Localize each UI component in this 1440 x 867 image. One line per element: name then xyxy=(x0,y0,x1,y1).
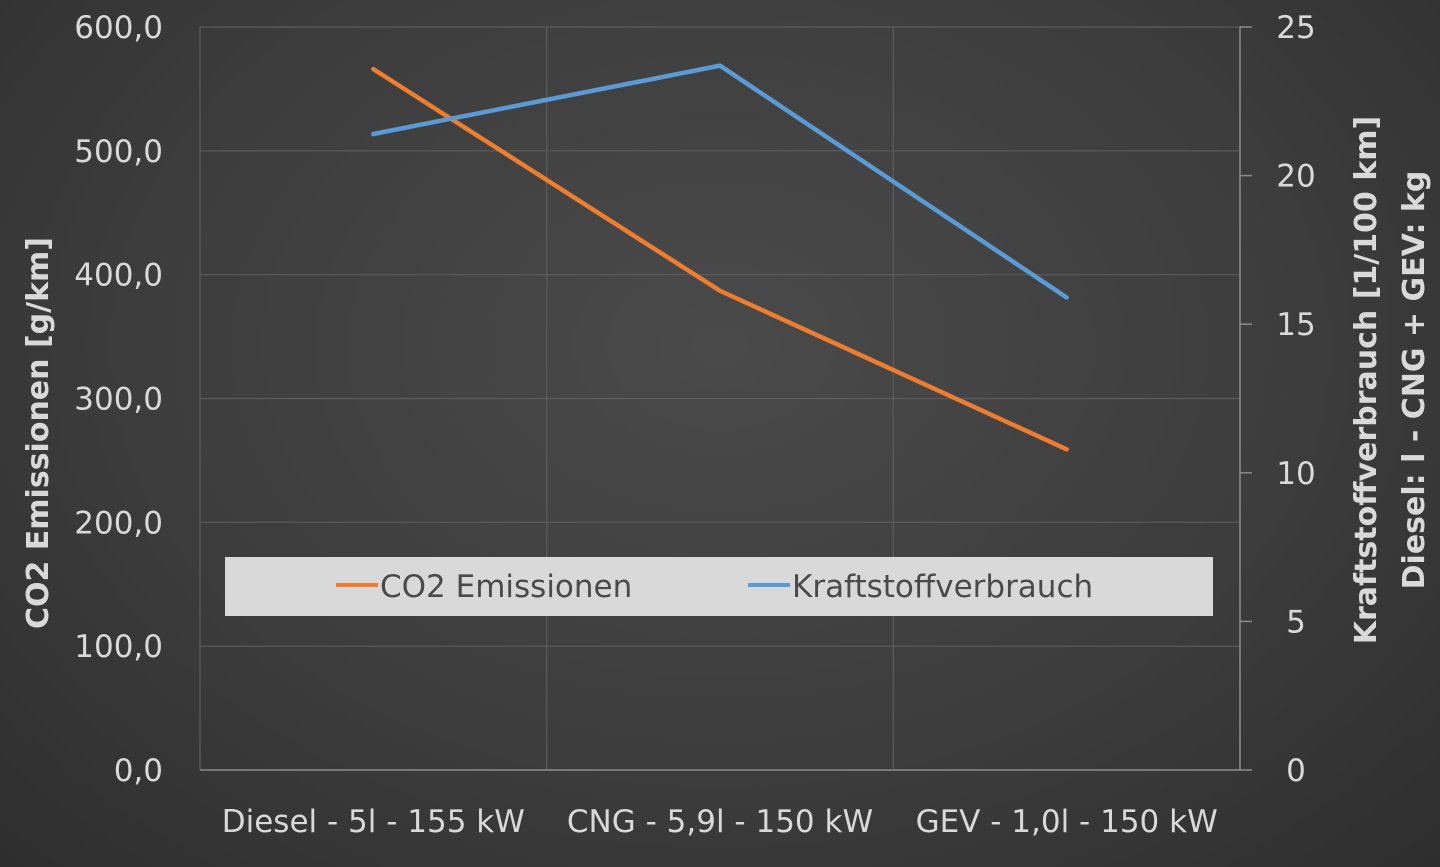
y-tick-label: 300,0 xyxy=(74,382,163,418)
y2-tick-label: 0 xyxy=(1286,753,1306,789)
right-axis-ticks: 0 5 10 15 20 25 xyxy=(1240,10,1316,789)
x-tick-label: GEV - 1,0l - 150 kW xyxy=(916,804,1218,840)
data-point xyxy=(371,131,376,136)
y-axis-title: CO2 Emissionen [g/km] xyxy=(21,237,56,629)
left-axis-ticks: 0,0 100,0 200,0 300,0 400,0 500,0 600,0 xyxy=(74,10,163,789)
y-tick-label: 500,0 xyxy=(74,134,163,170)
y-tick-label: 600,0 xyxy=(74,10,163,46)
gridlines xyxy=(199,26,1241,771)
legend-box xyxy=(225,557,1213,616)
data-point xyxy=(371,67,376,72)
y2-tick-label: 10 xyxy=(1276,456,1315,492)
axes xyxy=(200,27,1241,771)
x-axis-ticks: Diesel - 5l - 155 kW CNG - 5,9l - 150 kW G… xyxy=(222,804,1218,840)
data-point xyxy=(1064,295,1069,300)
series-line-fuel xyxy=(371,63,1069,300)
legend: CO2 Emissionen Kraftstoffverbrauch xyxy=(225,557,1213,616)
y2-tick-label: 5 xyxy=(1286,604,1306,640)
y2-axis-title-line2: Diesel: l - CNG + GEV: kg xyxy=(1397,171,1432,590)
y-tick-label: 0,0 xyxy=(114,753,163,789)
y2-tick-label: 20 xyxy=(1276,159,1315,195)
y2-tick-label: 25 xyxy=(1276,10,1315,46)
y-tick-label: 100,0 xyxy=(74,629,163,665)
y2-axis-title-line1: Kraftstoffverbrauch [1/100 km] xyxy=(1349,116,1384,644)
series-line-co2 xyxy=(371,66,1069,452)
legend-label-fuel: Kraftstoffverbrauch xyxy=(792,569,1093,605)
y2-tick-label: 15 xyxy=(1276,307,1315,343)
series-lines xyxy=(371,63,1069,452)
x-tick-label: Diesel - 5l - 155 kW xyxy=(222,804,525,840)
data-point xyxy=(718,288,722,293)
data-point xyxy=(1064,447,1069,452)
legend-label-co2: CO2 Emissionen xyxy=(380,569,632,605)
x-tick-label: CNG - 5,9l - 150 kW xyxy=(567,804,873,840)
y-tick-label: 200,0 xyxy=(74,505,163,541)
y-tick-label: 400,0 xyxy=(74,258,163,294)
data-point xyxy=(718,63,722,68)
